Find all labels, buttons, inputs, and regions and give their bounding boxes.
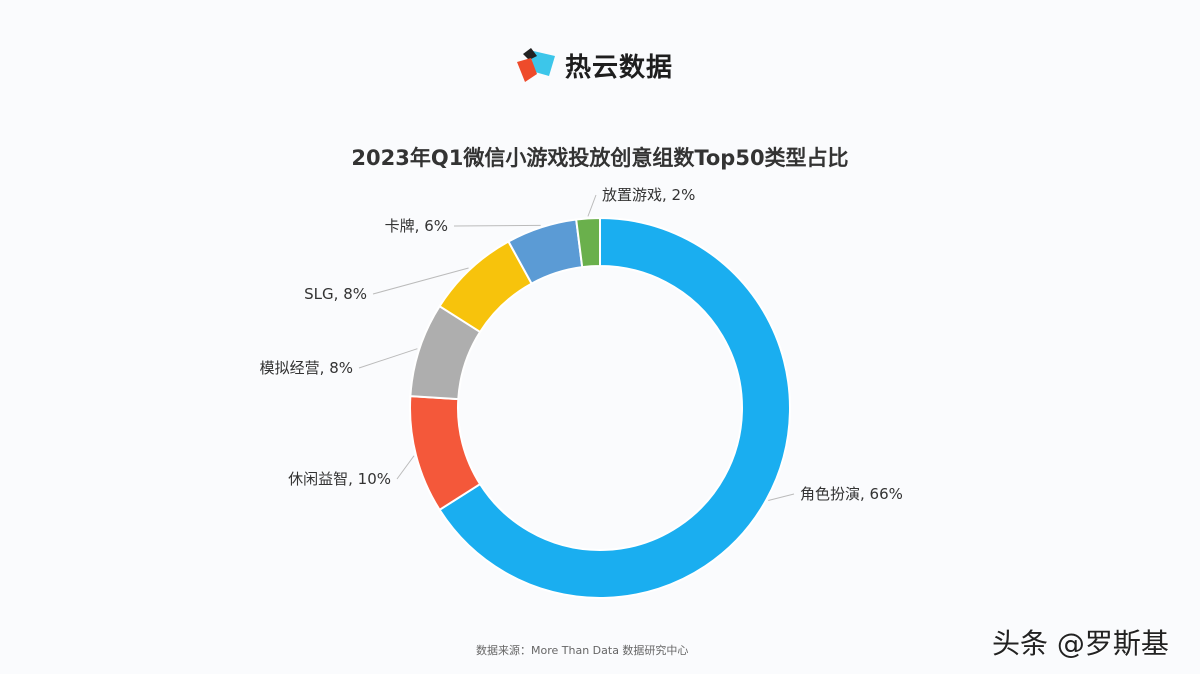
leader-line-2	[358, 348, 418, 369]
slice-label-2: 模拟经营, 8%	[260, 359, 353, 377]
data-source: 数据来源：More Than Data 数据研究中心	[476, 644, 689, 657]
slice-label-4: 卡牌, 6%	[385, 217, 448, 235]
slice-5	[575, 216, 601, 269]
slice-label-0: 角色扮演, 66%	[800, 485, 903, 503]
watermark: 头条 @罗斯基	[992, 627, 1169, 660]
leader-line-5	[587, 194, 597, 217]
slice-label-3: SLG, 8%	[304, 285, 367, 303]
slice-label-1: 休闲益智, 10%	[288, 470, 391, 488]
slice-label-5: 放置游戏, 2%	[602, 186, 695, 204]
brand-name: 热云数据	[565, 52, 674, 83]
leader-line-3	[372, 267, 469, 295]
brand-logo: 热云数据	[515, 46, 673, 84]
chart-title: 2023年Q1微信小游戏投放创意组数Top50类型占比	[351, 146, 849, 170]
brand-logo-icon	[517, 48, 555, 82]
leader-line-0	[768, 493, 795, 501]
leader-line-1	[396, 455, 415, 480]
slice-0	[438, 216, 791, 599]
leader-line-4	[453, 224, 541, 227]
